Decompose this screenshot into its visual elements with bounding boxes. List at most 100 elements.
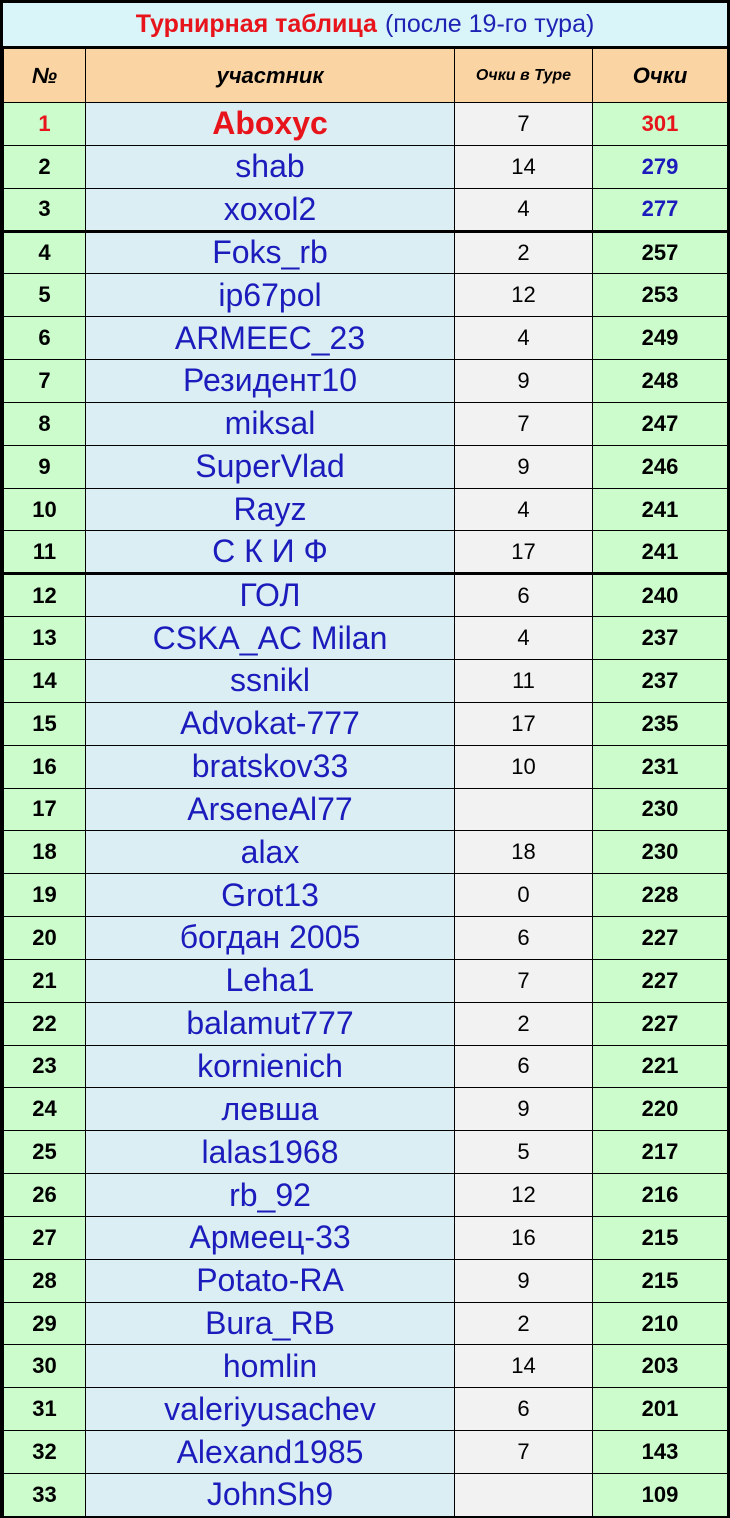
- points-cell: 230: [592, 787, 728, 832]
- tour-points-cell: 4: [454, 487, 593, 532]
- rank-cell: 10: [3, 487, 86, 532]
- points-cell: 279: [592, 144, 728, 189]
- tour-points-cell: 17: [454, 530, 593, 575]
- rank-cell: 12: [3, 572, 86, 618]
- table-row: 12 ГОЛ 6 240: [3, 572, 728, 618]
- tour-points-cell: 7: [454, 102, 593, 146]
- participant-cell: ГОЛ: [85, 572, 455, 618]
- rank-cell: 7: [3, 359, 86, 403]
- points-cell: 240: [592, 572, 728, 618]
- table-row: 20 богдан 2005 6 227: [3, 916, 728, 960]
- rank-cell: 21: [3, 958, 86, 1003]
- table-row: 13 CSKA_AC Milan 4 237: [3, 616, 728, 660]
- table-row: 8 miksal 7 247: [3, 401, 728, 446]
- participant-cell: Армеец-33: [85, 1215, 455, 1260]
- title-subtitle: (после 19-го тура): [384, 10, 595, 38]
- tour-points-cell: 7: [454, 401, 593, 446]
- points-cell: 237: [592, 616, 728, 660]
- rank-cell: 33: [3, 1473, 86, 1517]
- rank-cell: 16: [3, 744, 86, 789]
- table-title: Турнирная таблица (после 19-го тура): [3, 3, 727, 46]
- points-cell: 143: [592, 1430, 728, 1474]
- table-row: 31 valeriyusachev 6 201: [3, 1387, 728, 1432]
- tour-points-cell: [454, 1473, 593, 1517]
- participant-cell: shab: [85, 144, 455, 189]
- tour-points-cell: [454, 787, 593, 832]
- table-row: 23 kornienich 6 221: [3, 1044, 728, 1089]
- participant-cell: CSKA_AC Milan: [85, 616, 455, 660]
- rank-cell: 25: [3, 1130, 86, 1175]
- title-main: Турнирная таблица: [135, 10, 377, 38]
- participant-cell: Leha1: [85, 958, 455, 1003]
- table-row: 28 Potato-RA 9 215: [3, 1258, 728, 1303]
- tour-points-cell: 9: [454, 444, 593, 489]
- table-row: 26 rb_92 12 216: [3, 1173, 728, 1217]
- tour-points-cell: 12: [454, 1173, 593, 1217]
- tour-points-cell: 18: [454, 830, 593, 875]
- standings-table: № участник Очки в Туре Очки 1 Aboxyc 7 301 2…: [3, 48, 728, 1517]
- table-row: 2 shab 14 279: [3, 144, 728, 189]
- table-row: 5 ip67pol 12 253: [3, 273, 728, 318]
- rank-cell: 23: [3, 1044, 86, 1089]
- participant-cell: bratskov33: [85, 744, 455, 789]
- participant-cell: SuperVlad: [85, 444, 455, 489]
- table-row: 27 Армеец-33 16 215: [3, 1215, 728, 1260]
- points-cell: 241: [592, 487, 728, 532]
- points-cell: 227: [592, 1001, 728, 1046]
- participant-cell: Potato-RA: [85, 1258, 455, 1303]
- points-cell: 227: [592, 958, 728, 1003]
- rank-cell: 26: [3, 1173, 86, 1217]
- tour-points-cell: 7: [454, 958, 593, 1003]
- participant-cell: JohnSh9: [85, 1473, 455, 1517]
- points-cell: 221: [592, 1044, 728, 1089]
- tour-points-cell: 7: [454, 1430, 593, 1474]
- rank-cell: 14: [3, 658, 86, 703]
- participant-cell: левша: [85, 1087, 455, 1132]
- participant-cell: alax: [85, 830, 455, 875]
- tour-points-cell: 12: [454, 273, 593, 318]
- participant-cell: valeriyusachev: [85, 1387, 455, 1432]
- participant-cell: balamut777: [85, 1001, 455, 1046]
- points-cell: 235: [592, 701, 728, 746]
- points-cell: 201: [592, 1387, 728, 1432]
- participant-cell: Advokat-777: [85, 701, 455, 746]
- table-row: 15 Advokat-777 17 235: [3, 701, 728, 746]
- rank-cell: 4: [3, 229, 86, 275]
- points-cell: 217: [592, 1130, 728, 1175]
- points-cell: 230: [592, 830, 728, 875]
- participant-cell: Резидент10: [85, 359, 455, 403]
- points-cell: 257: [592, 229, 728, 275]
- points-cell: 237: [592, 658, 728, 703]
- rank-cell: 30: [3, 1344, 86, 1389]
- tour-points-cell: 6: [454, 1387, 593, 1432]
- table-row: 33 JohnSh9 109: [3, 1473, 728, 1517]
- participant-cell: Aboxyc: [85, 102, 455, 146]
- rank-cell: 17: [3, 787, 86, 832]
- points-cell: 215: [592, 1258, 728, 1303]
- table-row: 1 Aboxyc 7 301: [3, 102, 728, 146]
- participant-cell: xoxol2: [85, 187, 455, 232]
- rank-cell: 3: [3, 187, 86, 232]
- table-row: 17 ArseneAl77 230: [3, 787, 728, 832]
- header-num: №: [3, 48, 86, 103]
- rank-cell: 8: [3, 401, 86, 446]
- rank-cell: 32: [3, 1430, 86, 1474]
- participant-cell: miksal: [85, 401, 455, 446]
- rank-cell: 1: [3, 102, 86, 146]
- rank-cell: 9: [3, 444, 86, 489]
- points-cell: 216: [592, 1173, 728, 1217]
- rank-cell: 22: [3, 1001, 86, 1046]
- participant-cell: Alexand1985: [85, 1430, 455, 1474]
- rank-cell: 24: [3, 1087, 86, 1132]
- table-row: 22 balamut777 2 227: [3, 1001, 728, 1046]
- table-row: 30 homlin 14 203: [3, 1344, 728, 1389]
- rank-cell: 15: [3, 701, 86, 746]
- tour-points-cell: 2: [454, 1301, 593, 1346]
- rank-cell: 29: [3, 1301, 86, 1346]
- header-participant: участник: [85, 48, 455, 103]
- table-row: 11 С К И Ф 17 241: [3, 530, 728, 575]
- points-cell: 215: [592, 1215, 728, 1260]
- participant-cell: ArseneAl77: [85, 787, 455, 832]
- participant-cell: kornienich: [85, 1044, 455, 1089]
